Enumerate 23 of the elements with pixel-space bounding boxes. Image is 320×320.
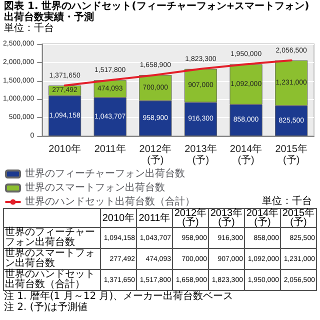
x-tick-label: 2012年(予)	[139, 143, 172, 166]
text: 世界のスマートフォン出荷台数	[5, 248, 95, 269]
legend-label: 世界のフィーチャーフォン出荷台数	[25, 168, 185, 180]
x-tick-label: 2011年	[94, 143, 126, 155]
category-label: 2013年(予)	[210, 208, 243, 228]
legend-label: 世界のハンドセット出荷台数（合計）	[25, 196, 195, 208]
x-tick-label: 2015年(予)	[275, 143, 308, 166]
chart-title: 図表 1. 世界のハンドセット(フィーチャーフォン+スマートフォン)出荷台数実績・予測	[3, 0, 310, 23]
category-label: 2014年(予)	[246, 208, 279, 228]
text: 注 1. 暦年(1 月～12 月)、メーカー出荷台数ベース	[3, 291, 234, 302]
category-label: 2015年(予)	[282, 208, 315, 228]
text: 注 2. (予)は予測値	[3, 302, 89, 313]
x-tick-label: 2010年	[48, 143, 81, 155]
text: 世界のハンドセット出荷台数（合計）	[5, 269, 95, 290]
category-label: 2012年(予)	[174, 208, 207, 228]
category-label: 2010年	[102, 212, 135, 224]
legend-label: 世界のスマートフォン出荷台数	[25, 182, 165, 194]
x-tick-label: 2013年(予)	[184, 143, 217, 166]
text: 単位：千台	[3, 23, 55, 34]
category-label: 2011年	[138, 212, 170, 224]
text: 世界のフィーチャーフォン出荷台数	[5, 227, 95, 248]
x-tick-label: 2014年(予)	[230, 143, 262, 166]
text: 単位：千台	[261, 196, 313, 207]
